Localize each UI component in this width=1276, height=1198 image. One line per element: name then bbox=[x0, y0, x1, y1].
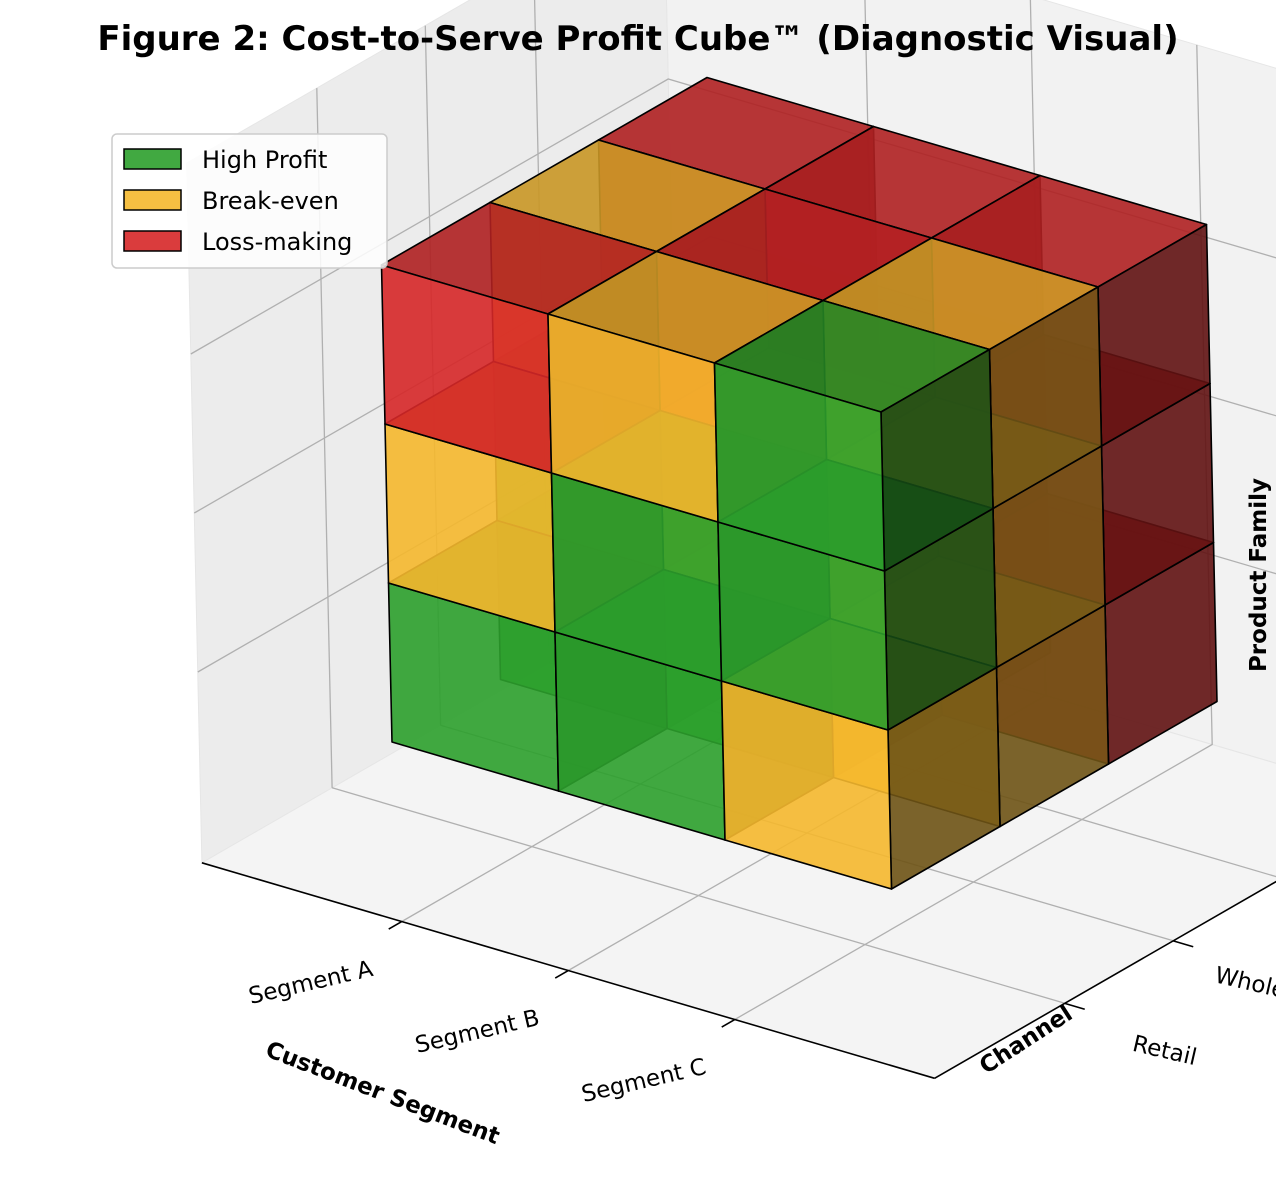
x-axis-label: Customer Segment bbox=[262, 1037, 503, 1150]
x-tick-label: Segment C bbox=[579, 1054, 708, 1108]
x-tick-label: Segment A bbox=[246, 956, 375, 1010]
voxel-cube bbox=[380, 76, 1218, 890]
y-tick-mark bbox=[1064, 1002, 1085, 1010]
legend-swatch bbox=[123, 148, 182, 170]
x-tick-mark bbox=[721, 1018, 736, 1028]
legend-item-loss: Loss-making bbox=[123, 228, 352, 256]
legend-label: Break-even bbox=[202, 187, 339, 215]
legend: High Profit Break-even Loss-making bbox=[111, 133, 388, 269]
voxel-segment-c-retail-product-3 bbox=[713, 299, 994, 572]
x-tick-mark bbox=[554, 969, 569, 979]
legend-swatch bbox=[123, 230, 182, 252]
z-axis-label: Product Family bbox=[1246, 478, 1272, 672]
legend-swatch bbox=[123, 189, 182, 211]
axis-lines bbox=[201, 862, 1276, 1080]
legend-item-high: High Profit bbox=[123, 146, 327, 174]
legend-label: High Profit bbox=[202, 146, 327, 174]
legend-item-even: Break-even bbox=[123, 187, 339, 215]
y-tick-label: Wholesale bbox=[1212, 963, 1276, 1015]
x-tick-mark bbox=[388, 920, 403, 930]
y-tick-mark bbox=[1173, 940, 1194, 948]
legend-label: Loss-making bbox=[202, 228, 352, 256]
chart-title: Figure 2: Cost-to-Serve Profit Cube™ (Di… bbox=[97, 19, 1178, 59]
x-tick-label: Segment B bbox=[413, 1005, 542, 1059]
voxel-front-face bbox=[713, 362, 886, 572]
y-tick-label: Retail bbox=[1130, 1031, 1199, 1071]
